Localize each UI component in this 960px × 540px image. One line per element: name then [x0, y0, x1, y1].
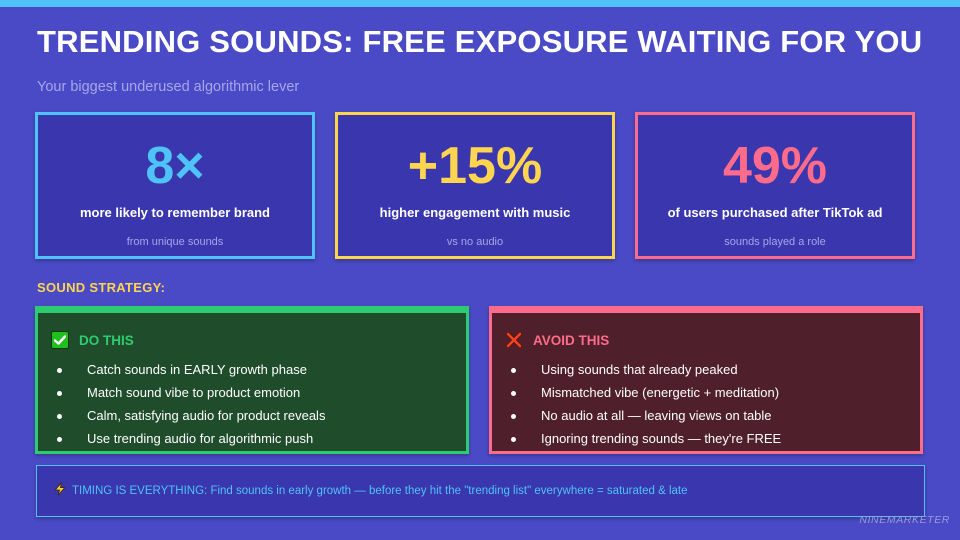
stat-card-purchases: 49% of users purchased after TikTok ad s… — [635, 112, 915, 259]
stat-note: sounds played a role — [724, 236, 826, 248]
section-label-strategy: SOUND STRATEGY: — [37, 280, 166, 295]
do-this-panel: DO THIS Catch sounds in EARLY growth pha… — [35, 306, 469, 454]
page-title: TRENDING SOUNDS: FREE EXPOSURE WAITING F… — [37, 24, 923, 59]
brand-watermark: NINEMARKETER — [859, 514, 950, 526]
stat-value: +15% — [407, 137, 543, 195]
bullet-icon — [511, 368, 516, 373]
list-item-text: Mismatched vibe (energetic + meditation) — [541, 385, 780, 400]
stat-card-brand-recall: 8× more likely to remember brand from un… — [35, 112, 315, 259]
lightning-icon — [53, 481, 67, 501]
list-item-text: Calm, satisfying audio for product revea… — [87, 408, 326, 423]
bullet-icon — [57, 391, 62, 396]
list-item: Mismatched vibe (energetic + meditation) — [492, 381, 920, 404]
do-this-heading: DO THIS — [79, 332, 134, 348]
do-this-list: Catch sounds in EARLY growth phase Match… — [38, 358, 466, 450]
list-item: No audio at all — leaving views on table — [492, 404, 920, 427]
page-subtitle: Your biggest underused algorithmic lever — [37, 79, 300, 95]
avoid-this-heading: AVOID THIS — [533, 332, 610, 348]
stat-label: higher engagement with music — [379, 205, 571, 220]
bullet-icon — [57, 368, 62, 373]
cross-mark-icon — [505, 331, 523, 349]
timing-text: TIMING IS EVERYTHING: Find sounds in ear… — [72, 485, 688, 497]
timing-callout: TIMING IS EVERYTHING: Find sounds in ear… — [36, 465, 925, 517]
stat-card-engagement: +15% higher engagement with music vs no … — [335, 112, 615, 259]
stat-label: of users purchased after TikTok ad — [667, 205, 883, 220]
list-item-text: No audio at all — leaving views on table — [541, 408, 772, 423]
list-item: Ignoring trending sounds — they're FREE — [492, 427, 920, 450]
list-item-text: Match sound vibe to product emotion — [87, 385, 301, 400]
stat-value: 49% — [722, 137, 828, 195]
list-item-text: Catch sounds in EARLY growth phase — [87, 362, 307, 377]
avoid-this-list: Using sounds that already peaked Mismatc… — [492, 358, 920, 450]
bullet-icon — [511, 437, 516, 442]
top-accent-bar — [0, 0, 960, 7]
list-item: Use trending audio for algorithmic push — [38, 427, 466, 450]
bullet-icon — [511, 414, 516, 419]
list-item: Using sounds that already peaked — [492, 358, 920, 381]
do-this-header: DO THIS — [51, 331, 134, 349]
list-item-text: Using sounds that already peaked — [541, 362, 738, 377]
list-item: Calm, satisfying audio for product revea… — [38, 404, 466, 427]
bullet-icon — [57, 437, 62, 442]
list-item-text: Use trending audio for algorithmic push — [87, 431, 314, 446]
bullet-icon — [511, 391, 516, 396]
stat-value: 8× — [145, 137, 205, 195]
stat-label: more likely to remember brand — [79, 205, 270, 220]
avoid-this-header: AVOID THIS — [505, 331, 609, 349]
list-item: Match sound vibe to product emotion — [38, 381, 466, 404]
list-item-text: Ignoring trending sounds — they're FREE — [541, 431, 782, 446]
list-item: Catch sounds in EARLY growth phase — [38, 358, 466, 381]
avoid-this-panel: AVOID THIS Using sounds that already pea… — [489, 306, 923, 454]
bullet-icon — [57, 414, 62, 419]
stat-note: from unique sounds — [126, 236, 224, 248]
check-box-icon — [51, 331, 69, 349]
stat-note: vs no audio — [446, 236, 504, 248]
